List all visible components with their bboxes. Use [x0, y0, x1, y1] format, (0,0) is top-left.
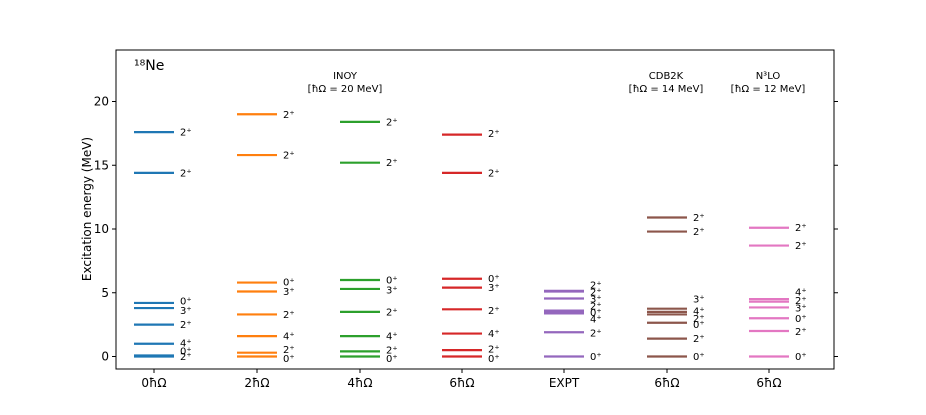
level-spin-label: 3⁺	[488, 283, 500, 294]
x-category-label: 6ħΩ	[449, 376, 474, 390]
level-spin-label: 2⁺	[283, 110, 295, 121]
level-spin-label: 4⁺	[386, 332, 398, 343]
level-spin-label: 4⁺	[488, 329, 500, 340]
level-spin-label: 2⁺	[283, 345, 295, 356]
annotation-cdb2k: CDB2K [ħΩ = 14 MeV]	[629, 71, 704, 95]
x-category-label: EXPT	[549, 376, 580, 390]
level-spin-label: 0⁺	[795, 314, 807, 325]
y-axis-ticks: 0 5 10 15 20	[94, 95, 838, 364]
level-spin-label: 2⁺	[283, 151, 295, 162]
level-spin-label: 2⁺	[180, 168, 192, 179]
column-6: 0⁺2⁺0⁺3⁺2⁺4⁺2⁺2⁺	[749, 223, 807, 363]
annotation-inoy-title: INOY	[333, 71, 358, 82]
level-spin-label: 2⁺	[386, 158, 398, 169]
x-axis-categories: 0ħΩ 2ħΩ 4ħΩ 6ħΩ EXPT 6ħΩ 6ħΩ	[141, 369, 782, 390]
level-spin-label: 0⁺	[180, 297, 192, 308]
level-spin-label: 0⁺	[283, 277, 295, 288]
level-spin-label: 4⁺	[283, 332, 295, 343]
x-category-label: 6ħΩ	[654, 376, 679, 390]
column-3: 0⁺2⁺4⁺2⁺3⁺0⁺2⁺2⁺	[442, 129, 500, 365]
plot-frame	[115, 49, 835, 370]
column-0: 2⁺0⁺4⁺2⁺3⁺0⁺2⁺2⁺	[134, 128, 192, 363]
level-spin-label: 0⁺	[386, 354, 398, 365]
annotation-n3lo-title: N³LO	[756, 71, 781, 82]
level-spin-label: 2⁺	[283, 310, 295, 321]
level-spin-label: 0⁺	[488, 274, 500, 285]
level-spin-label: 2⁺	[590, 288, 602, 299]
level-spin-label: 3⁺	[386, 286, 398, 297]
level-spin-label: 2⁺	[693, 213, 705, 224]
y-tick-label: 5	[101, 286, 109, 300]
level-spin-label: 0⁺	[693, 320, 705, 331]
level-spin-label: 2⁺	[386, 307, 398, 318]
level-spin-label: 3⁺	[795, 304, 807, 315]
level-spin-label: 0⁺	[283, 354, 295, 365]
level-spin-label: 2⁺	[386, 346, 398, 357]
level-spin-label: 4⁺	[590, 314, 602, 325]
level-spin-label: 2⁺	[693, 334, 705, 345]
level-spin-label: 3⁺	[283, 287, 295, 298]
nucleus-label: ¹⁸Ne	[134, 58, 164, 74]
level-spin-label: 0⁺	[590, 352, 602, 363]
level-spin-label: 2⁺	[180, 128, 192, 139]
x-category-label: 6ħΩ	[756, 376, 781, 390]
level-spin-label: 2⁺	[488, 306, 500, 317]
level-spin-label: 0⁺	[590, 308, 602, 319]
level-spin-label: 0⁺	[795, 352, 807, 363]
x-category-label: 0ħΩ	[141, 376, 166, 390]
level-spin-label: 2⁺	[795, 296, 807, 307]
level-spin-label: 4⁺	[795, 288, 807, 299]
level-spin-label: 3⁺	[693, 295, 705, 306]
column-1: 0⁺2⁺4⁺2⁺3⁺0⁺2⁺2⁺	[237, 110, 295, 365]
annotation-n3lo: N³LO [ħΩ = 12 MeV]	[731, 71, 806, 95]
column-5: 0⁺2⁺0⁺2⁺4⁺3⁺2⁺2⁺	[647, 213, 705, 363]
y-axis-label: Excitation energy (MeV)	[80, 137, 94, 281]
level-spin-label: 2⁺	[488, 129, 500, 140]
level-spin-label: 2⁺	[488, 344, 500, 355]
level-spin-label: 2⁺	[795, 223, 807, 234]
y-tick-label: 20	[94, 95, 109, 109]
level-spin-label: 2⁺	[693, 314, 705, 325]
x-category-label: 4ħΩ	[347, 376, 372, 390]
x-category-label: 2ħΩ	[244, 376, 269, 390]
level-spin-label: 3⁺	[180, 306, 192, 317]
level-spin-label: 2⁺	[590, 281, 602, 292]
annotation-inoy-sub: [ħΩ = 20 MeV]	[308, 84, 383, 95]
annotation-cdb2k-title: CDB2K	[649, 71, 684, 82]
y-tick-label: 0	[101, 350, 109, 364]
level-spin-label: 2⁺	[488, 168, 500, 179]
annotation-inoy: INOY [ħΩ = 20 MeV]	[308, 71, 383, 95]
y-tick-label: 10	[94, 222, 109, 236]
level-spin-label: 2⁺	[795, 327, 807, 338]
energy-levels: 2⁺0⁺4⁺2⁺3⁺0⁺2⁺2⁺0⁺2⁺4⁺2⁺3⁺0⁺2⁺2⁺0⁺2⁺4⁺2⁺…	[134, 110, 807, 365]
column-4: 0⁺2⁺4⁺0⁺2⁺3⁺2⁺2⁺	[544, 281, 602, 363]
column-2: 0⁺2⁺4⁺2⁺3⁺0⁺2⁺2⁺	[340, 117, 398, 365]
level-spin-label: 0⁺	[386, 276, 398, 287]
level-spin-label: 0⁺	[180, 346, 192, 357]
level-spin-label: 0⁺	[488, 354, 500, 365]
level-spin-label: 2⁺	[693, 227, 705, 238]
level-spin-label: 3⁺	[590, 295, 602, 306]
level-spin-label: 2⁺	[590, 302, 602, 313]
level-spin-label: 2⁺	[386, 117, 398, 128]
level-spin-label: 4⁺	[693, 307, 705, 318]
level-spin-label: 2⁺	[180, 320, 192, 331]
level-spin-label: 2⁺	[590, 328, 602, 339]
level-spin-label: 2⁺	[180, 352, 192, 363]
annotation-n3lo-sub: [ħΩ = 12 MeV]	[731, 84, 806, 95]
level-spin-label: 4⁺	[180, 339, 192, 350]
annotation-cdb2k-sub: [ħΩ = 14 MeV]	[629, 84, 704, 95]
level-spin-label: 0⁺	[693, 352, 705, 363]
level-spin-label: 2⁺	[795, 241, 807, 252]
y-tick-label: 15	[94, 158, 109, 172]
